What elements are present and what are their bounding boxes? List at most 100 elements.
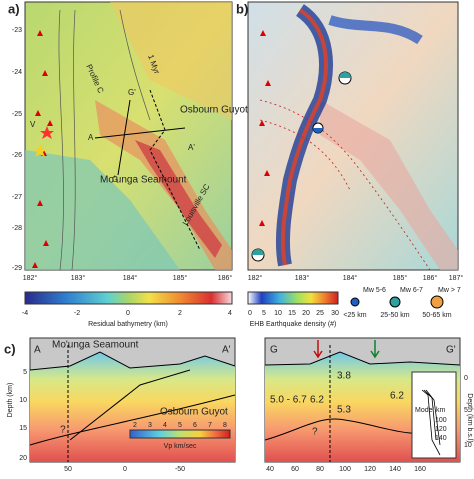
legend-label: Mw > 7 bbox=[438, 287, 461, 294]
x-tick-label: 40 bbox=[266, 466, 274, 473]
x-tick-label: 186° bbox=[218, 274, 233, 282]
inset-tick: 10 bbox=[464, 442, 472, 449]
colorbar-tick: 6 bbox=[193, 422, 197, 429]
velocity-label: 6.2 bbox=[390, 391, 404, 402]
colorbar-tick: 30 bbox=[331, 310, 339, 317]
section-end: G' bbox=[446, 345, 456, 356]
x-tick-label: 100 bbox=[339, 466, 351, 473]
colorbar-tick: 25 bbox=[316, 310, 324, 317]
x-tick-label: 186° bbox=[423, 274, 438, 282]
colorbar-tick: 8 bbox=[223, 422, 227, 429]
colorbar-tick: 4 bbox=[228, 310, 232, 317]
legend bbox=[350, 295, 444, 309]
colorbar-tick: 20 bbox=[302, 310, 310, 317]
section-right bbox=[264, 337, 461, 463]
section-end: A' bbox=[222, 345, 231, 356]
x-tick-label: 160 bbox=[414, 466, 426, 473]
colorbar-tick: -4 bbox=[22, 310, 28, 317]
x-tick-label: 50 bbox=[64, 466, 72, 473]
panel-label: b) bbox=[236, 1, 248, 16]
y-tick-label: -28 bbox=[12, 225, 22, 232]
y-tick-label: -23 bbox=[12, 27, 22, 34]
annotation: Mo'unga Seamount bbox=[100, 175, 187, 186]
colorbar bbox=[24, 291, 233, 305]
map-b bbox=[247, 1, 459, 271]
inset-axis-title: Depth (km b.s.l) bbox=[466, 393, 473, 442]
y-tick-label: 10 bbox=[19, 397, 27, 404]
annotation: A bbox=[88, 133, 94, 142]
section-end: A bbox=[34, 345, 41, 356]
x-tick-label: 140 bbox=[389, 466, 401, 473]
y-tick-label: -25 bbox=[12, 111, 22, 118]
colorbar-tick: 10 bbox=[274, 310, 282, 317]
inset-title: Model km bbox=[415, 407, 446, 414]
colorbar-title: Residual bathymetry (km) bbox=[88, 321, 168, 328]
colorbar-tick: 5 bbox=[262, 310, 266, 317]
panel-label: a) bbox=[8, 1, 20, 16]
x-tick-label: 185° bbox=[173, 274, 188, 282]
colorbar bbox=[247, 291, 339, 305]
x-tick-label: -50 bbox=[175, 466, 185, 473]
velocity-label: 3.8 bbox=[337, 371, 351, 382]
y-tick-label: 5 bbox=[23, 369, 27, 376]
inset-legend: 140 bbox=[435, 435, 447, 442]
annotation: Mo'unga Seamount bbox=[52, 340, 139, 351]
y-axis-title: Depth (km) bbox=[7, 383, 14, 418]
y-tick-label: 15 bbox=[19, 425, 27, 432]
colorbar-tick: 5 bbox=[178, 422, 182, 429]
y-tick-label: -27 bbox=[12, 194, 22, 201]
annotation: A' bbox=[188, 143, 195, 152]
velocity-label: 5.0 - 6.7 bbox=[270, 395, 307, 406]
colorbar-tick: 2 bbox=[133, 422, 137, 429]
legend-label: <25 km bbox=[343, 312, 366, 319]
annotation: ? bbox=[312, 427, 318, 438]
annotation: V bbox=[30, 120, 36, 129]
colorbar-tick: 3 bbox=[148, 422, 152, 429]
x-tick-label: 184° bbox=[343, 274, 358, 282]
velocity-label: 5.3 bbox=[337, 405, 351, 416]
y-tick-label: -29 bbox=[12, 265, 22, 272]
inset-legend: 120 bbox=[435, 426, 447, 433]
legend-label: 50-65 km bbox=[422, 312, 451, 319]
x-tick-label: 60 bbox=[291, 466, 299, 473]
annotation: ? bbox=[60, 425, 66, 436]
colorbar-tick: 0 bbox=[126, 310, 130, 317]
x-tick-label: 182° bbox=[23, 274, 38, 282]
x-tick-label: 187° bbox=[449, 274, 464, 282]
x-tick-label: 0 bbox=[123, 466, 127, 473]
map-a bbox=[24, 1, 233, 271]
inset-tick: 0 bbox=[464, 375, 468, 382]
legend-label: Mw 6-7 bbox=[400, 287, 423, 294]
colorbar-tick: 7 bbox=[208, 422, 212, 429]
velocity-label: 6.2 bbox=[310, 395, 324, 406]
x-tick-label: 80 bbox=[316, 466, 324, 473]
colorbar-title: EHB Earthquake density (#) bbox=[250, 321, 337, 328]
annotation: G bbox=[112, 175, 118, 184]
annotation: Osbourn Guyot bbox=[180, 105, 248, 116]
annotation: Osbourn Guyot bbox=[160, 407, 228, 418]
colorbar-tick: 0 bbox=[248, 310, 252, 317]
x-tick-label: 184° bbox=[123, 274, 138, 282]
section-end: G bbox=[270, 345, 278, 356]
colorbar-title: Vp km/sec bbox=[164, 443, 197, 450]
panel-label: c) bbox=[4, 341, 16, 356]
section-left bbox=[29, 337, 236, 463]
x-tick-label: 182° bbox=[248, 274, 263, 282]
x-tick-label: 183° bbox=[295, 274, 310, 282]
colorbar-tick: 2 bbox=[178, 310, 182, 317]
y-tick-label: -24 bbox=[12, 69, 22, 76]
colorbar-tick: 4 bbox=[163, 422, 167, 429]
y-tick-label: -26 bbox=[12, 152, 22, 159]
colorbar-tick: 15 bbox=[288, 310, 296, 317]
annotation: G' bbox=[128, 88, 136, 97]
x-tick-label: 183° bbox=[71, 274, 86, 282]
x-tick-label: 120 bbox=[364, 466, 376, 473]
legend-label: 25-50 km bbox=[380, 312, 409, 319]
colorbar-tick: -2 bbox=[74, 310, 80, 317]
x-tick-label: 185° bbox=[393, 274, 408, 282]
y-tick-label: 20 bbox=[19, 455, 27, 462]
legend-label: Mw 5-6 bbox=[363, 287, 386, 294]
inset-tick: 5 bbox=[464, 407, 468, 414]
inset-legend: 100 bbox=[435, 417, 447, 424]
